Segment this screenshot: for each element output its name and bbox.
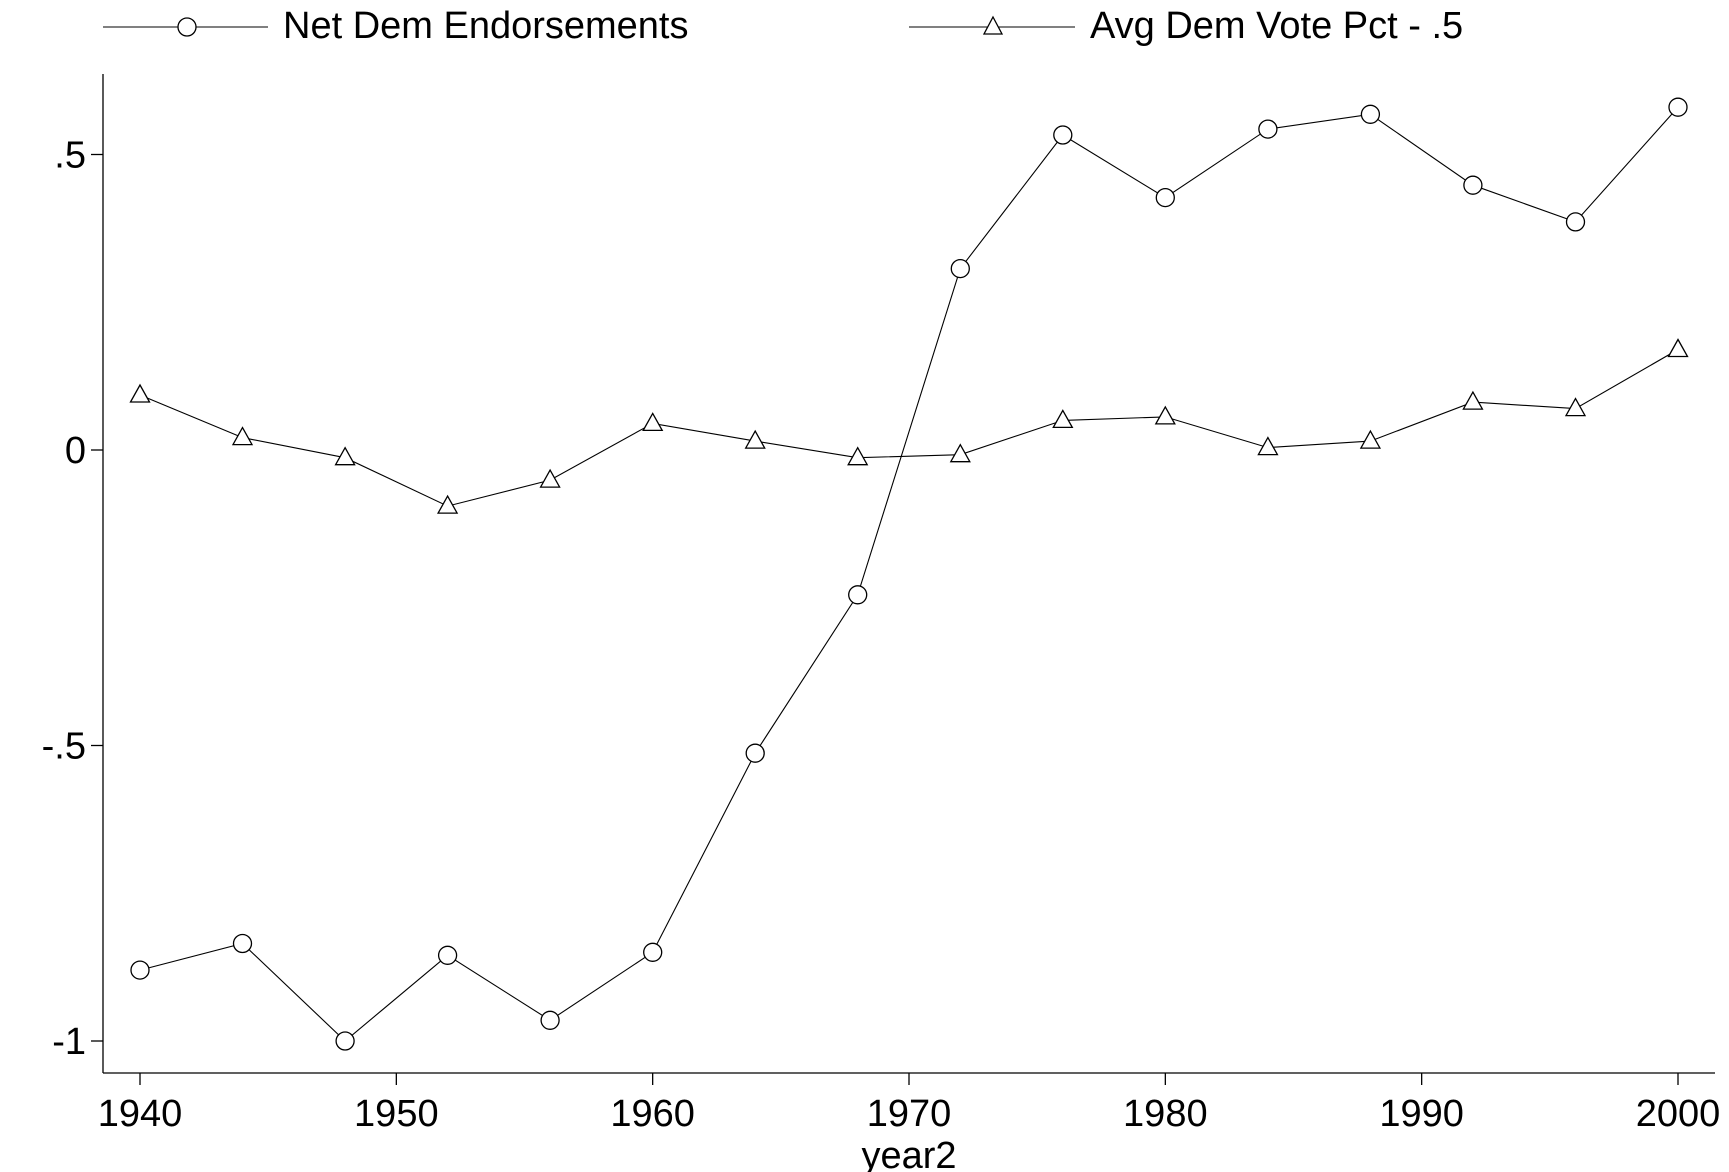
data-point-circle [437, 945, 458, 965]
legend-marker-triangle [982, 15, 1004, 35]
data-point-circle [848, 585, 868, 605]
data-point-triangle [1667, 338, 1689, 358]
data-point-triangle [231, 426, 254, 446]
data-point-triangle [334, 446, 356, 466]
data-point-circle [335, 1031, 355, 1051]
legend-item-avg-dem-vote-pct: Avg Dem Vote Pct - .5 [909, 5, 1463, 47]
data-point-circle [1053, 125, 1073, 145]
data-point-triangle [1257, 436, 1279, 456]
data-point-circle [232, 933, 253, 954]
data-point-triangle [1052, 409, 1074, 429]
data-point-circle [1565, 212, 1586, 232]
data-point-triangle [436, 494, 459, 514]
data-point-circle [950, 258, 970, 279]
data-point-circle [1463, 175, 1483, 195]
y-tick-label: -1 [52, 1021, 86, 1063]
legend-marker-circle [177, 17, 197, 37]
legend-item-net-dem-endorsements: Net Dem Endorsements [103, 5, 689, 47]
x-tick-label: 2000 [1636, 1093, 1721, 1135]
x-tick-label: 1940 [98, 1093, 183, 1135]
series-net-dem-endorsements [130, 97, 1688, 1051]
data-point-triangle [539, 468, 561, 488]
x-tick-label: 1980 [1123, 1093, 1208, 1135]
data-point-triangle [1564, 397, 1587, 417]
x-ticks: 1940 1950 1960 1970 1980 1990 2000 [98, 1073, 1721, 1135]
series-avg-dem-vote-pct-5 [129, 338, 1689, 514]
data-point-triangle [847, 446, 869, 466]
data-point-triangle [129, 383, 151, 403]
y-ticks: .5 0 -.5 -1 [42, 135, 103, 1063]
data-point-circle [1258, 119, 1278, 139]
legend-label-avg-dem-vote-pct: Avg Dem Vote Pct - .5 [1090, 5, 1463, 47]
data-point-circle [643, 942, 663, 962]
series-line-net-dem-endorsements [139, 106, 1679, 1042]
x-axis-title: year2 [861, 1135, 956, 1172]
x-tick-label: 1970 [867, 1093, 952, 1135]
data-point-triangle [1359, 429, 1382, 449]
x-tick-label: 1960 [610, 1093, 695, 1135]
series-line-avg-dem-vote-pct-5 [139, 349, 1679, 507]
data-point-triangle [949, 443, 971, 463]
data-point-triangle [642, 412, 664, 432]
data-point-circle [745, 743, 765, 763]
y-tick-label: .5 [54, 135, 86, 177]
data-point-circle [1155, 187, 1175, 208]
legend: Net Dem Endorsements Avg Dem Vote Pct - … [103, 5, 1463, 47]
data-point-triangle [744, 429, 766, 449]
legend-label-net-dem-endorsements: Net Dem Endorsements [283, 5, 689, 47]
y-tick-label: -.5 [42, 726, 86, 768]
x-tick-label: 1950 [354, 1093, 439, 1135]
y-tick-label: 0 [65, 430, 86, 472]
data-point-circle [1668, 97, 1688, 117]
x-tick-label: 1990 [1379, 1093, 1464, 1135]
data-point-circle [540, 1010, 560, 1030]
data-point-circle [130, 960, 150, 980]
data-point-triangle [1462, 390, 1484, 410]
data-point-triangle [1154, 405, 1176, 425]
data-point-circle [1360, 104, 1381, 124]
series-layer [129, 97, 1689, 1051]
